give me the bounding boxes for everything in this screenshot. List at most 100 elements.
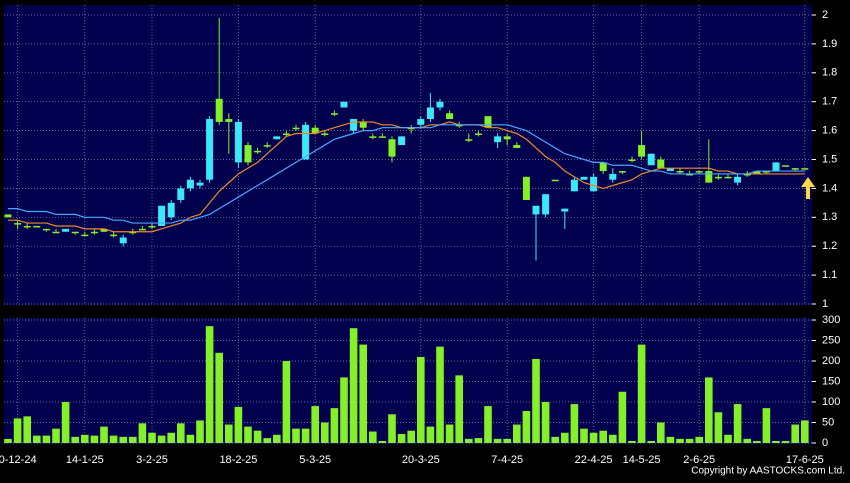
candle-body: [638, 145, 646, 157]
candle-body: [350, 119, 358, 131]
y-tick-label: 1.6: [822, 125, 837, 137]
volume-bar: [714, 412, 723, 443]
candle-body: [714, 176, 722, 179]
candle-body: [129, 231, 137, 234]
volume-bar: [791, 424, 799, 443]
x-tick-label: 14-1-25: [66, 454, 104, 466]
y-tick-label: 1.5: [822, 153, 837, 165]
volume-bar: [417, 356, 425, 443]
volume-bar: [273, 434, 281, 443]
volume-bar: [234, 406, 243, 443]
volume-bar: [724, 434, 732, 443]
candle-body: [110, 234, 118, 237]
x-tick-label: 3-2-25: [136, 454, 168, 466]
candle-body: [196, 182, 204, 186]
candle-body: [561, 208, 569, 212]
candle-body: [254, 150, 262, 153]
y-tick-label: 1.7: [822, 96, 837, 108]
x-tick-label: 20-3-25: [402, 454, 440, 466]
volume-bar: [609, 434, 617, 443]
candle-body: [446, 113, 454, 120]
candle-body: [167, 202, 175, 218]
volume-bar: [561, 432, 569, 443]
volume-bar: [148, 432, 156, 443]
volume-bar: [301, 428, 310, 443]
candle-body: [282, 133, 290, 135]
volume-bar: [599, 430, 607, 443]
volume-bar: [81, 434, 89, 443]
candle-body: [551, 179, 559, 182]
volume-bar: [637, 344, 646, 443]
candle-body: [186, 179, 194, 189]
candle-body: [407, 127, 415, 130]
volume-bar: [455, 375, 463, 443]
volume-bar: [330, 408, 339, 443]
candle-body: [580, 176, 588, 180]
volume-bar: [474, 438, 483, 443]
candle-body: [71, 231, 79, 234]
volume-bar: [52, 428, 60, 443]
y-tick-label: 2: [822, 9, 828, 21]
candle-body: [119, 237, 127, 244]
volume-bar: [378, 440, 387, 443]
volume-bar: [225, 424, 233, 443]
candle-body: [695, 171, 703, 173]
candle-body: [42, 228, 50, 231]
volume-bar: [647, 440, 655, 443]
volume-bar: [407, 430, 415, 443]
volume-bar: [465, 438, 473, 443]
volume-bar: [321, 422, 329, 443]
x-tick-label: 2-6-25: [683, 454, 715, 466]
candle-body: [234, 121, 242, 163]
volume-bar: [570, 404, 579, 443]
candle-body: [522, 176, 530, 200]
volume-bar: [753, 440, 761, 443]
volume-tick-label: 0: [822, 437, 828, 449]
candle-body: [4, 214, 12, 218]
x-tick-label: 0-12-24: [0, 454, 37, 466]
volume-bar: [349, 328, 358, 443]
volume-bar: [177, 423, 185, 443]
x-tick-label: 17-6-25: [786, 454, 824, 466]
candle-body: [666, 168, 674, 172]
candle-body: [609, 173, 617, 180]
candle-body: [273, 136, 281, 140]
candle-body: [494, 136, 502, 143]
candle-body: [791, 168, 799, 170]
volume-bar: [90, 435, 99, 443]
candle-body: [225, 119, 233, 122]
candle-body: [14, 223, 22, 225]
y-tick-label: 1.8: [822, 67, 837, 79]
candle-body: [762, 171, 770, 173]
candle-body: [23, 225, 31, 228]
last-price-arrow: [801, 177, 815, 199]
volume-bar: [388, 414, 396, 443]
candle-body: [244, 145, 252, 163]
volume-bar: [215, 352, 223, 443]
volume-bar: [23, 416, 31, 443]
volume-bar: [695, 436, 703, 443]
candle-body: [686, 173, 694, 176]
candle-body: [532, 205, 540, 215]
candle-body: [292, 127, 300, 130]
x-tick-label: 18-2-25: [219, 454, 257, 466]
candle-body: [321, 133, 329, 135]
candle-body: [62, 228, 70, 232]
volume-bar: [522, 411, 531, 443]
candle-body: [378, 136, 386, 138]
candle-body: [465, 139, 473, 141]
candle-body: [772, 162, 780, 172]
candle-body: [158, 205, 166, 226]
volume-bar: [157, 435, 166, 443]
volume-tick-label: 300: [822, 314, 840, 326]
x-tick-label: 14-5-25: [623, 454, 661, 466]
candle-body: [100, 228, 108, 232]
price-panel: [4, 5, 812, 305]
volume-tick-label: 150: [822, 375, 840, 387]
volume-tick-label: 100: [822, 396, 840, 408]
volume-bar: [4, 438, 12, 443]
candle-body: [215, 98, 223, 122]
volume-bar: [196, 420, 204, 443]
volume-bar: [359, 344, 367, 443]
